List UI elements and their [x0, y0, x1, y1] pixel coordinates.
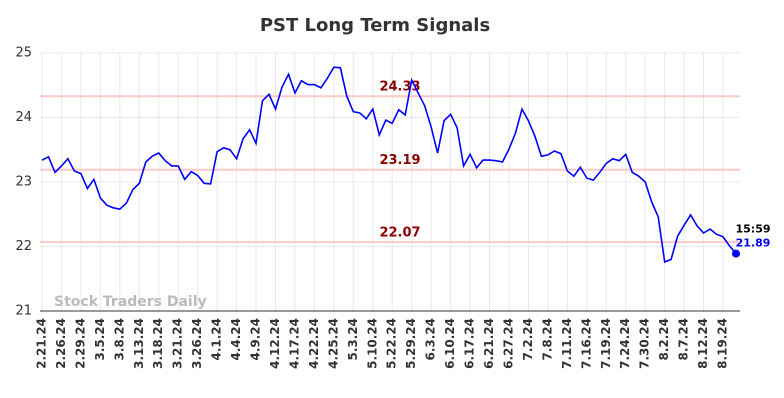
x-tick-label: 5.22.24: [385, 318, 399, 369]
x-tick-label: 5.10.24: [365, 318, 379, 369]
x-tick-label: 2.21.24: [35, 318, 49, 369]
chart-title: PST Long Term Signals: [260, 15, 490, 36]
level-label: 22.07: [379, 225, 420, 240]
x-tick-label: 6.17.24: [463, 318, 477, 369]
y-tick-label: 23: [15, 175, 32, 190]
x-tick-label: 3.13.24: [132, 318, 146, 369]
x-tick-label: 6.21.24: [482, 318, 496, 369]
x-tick-label: 2.29.24: [73, 318, 87, 369]
y-tick-label: 24: [15, 110, 32, 125]
x-tick-label: 2.26.24: [54, 318, 68, 369]
x-tick-label: 4.1.24: [210, 318, 224, 361]
price-line: [41, 66, 737, 264]
x-tick-label: 7.2.24: [521, 318, 535, 361]
x-tick-label: 8.19.24: [716, 318, 730, 369]
last-point: [732, 249, 740, 258]
x-tick-label: 4.12.24: [268, 318, 282, 369]
y-tick-label: 21: [15, 304, 32, 319]
x-tick-label: 4.4.24: [229, 318, 243, 361]
x-tick-label: 5.29.24: [404, 318, 418, 369]
x-tick-label: 3.5.24: [93, 318, 107, 361]
x-tick-label: 7.24.24: [618, 318, 632, 369]
x-tick-label: 7.8.24: [540, 318, 554, 361]
x-tick-label: 4.22.24: [307, 318, 321, 369]
x-tick-label: 7.11.24: [560, 318, 574, 369]
x-tick-label: 4.9.24: [249, 318, 263, 361]
x-tick-label: 7.30.24: [638, 318, 652, 369]
level-label: 23.19: [379, 153, 420, 168]
x-tick-label: 4.25.24: [326, 318, 340, 369]
x-tick-label: 7.16.24: [579, 318, 593, 369]
last-time: 15:59: [735, 223, 770, 236]
x-tick-label: 5.3.24: [346, 318, 360, 361]
x-tick-label: 3.18.24: [151, 318, 165, 369]
x-tick-label: 6.3.24: [424, 318, 438, 361]
x-tick-label: 3.21.24: [171, 318, 185, 369]
y-tick-label: 22: [15, 239, 32, 254]
x-tick-label: 6.27.24: [501, 318, 515, 369]
x-tick-label: 3.26.24: [190, 318, 204, 369]
watermark: Stock Traders Daily: [54, 294, 207, 310]
last-value: 21.89: [736, 237, 771, 250]
y-tick-label: 25: [15, 46, 32, 61]
x-tick-label: 4.17.24: [287, 318, 301, 369]
x-tick-label: 7.19.24: [599, 318, 613, 369]
x-tick-label: 8.12.24: [696, 318, 710, 369]
x-tick-label: 8.2.24: [657, 318, 671, 361]
x-tick-label: 8.7.24: [677, 318, 691, 361]
x-tick-label: 3.8.24: [112, 318, 126, 361]
x-tick-label: 6.10.24: [443, 318, 457, 369]
